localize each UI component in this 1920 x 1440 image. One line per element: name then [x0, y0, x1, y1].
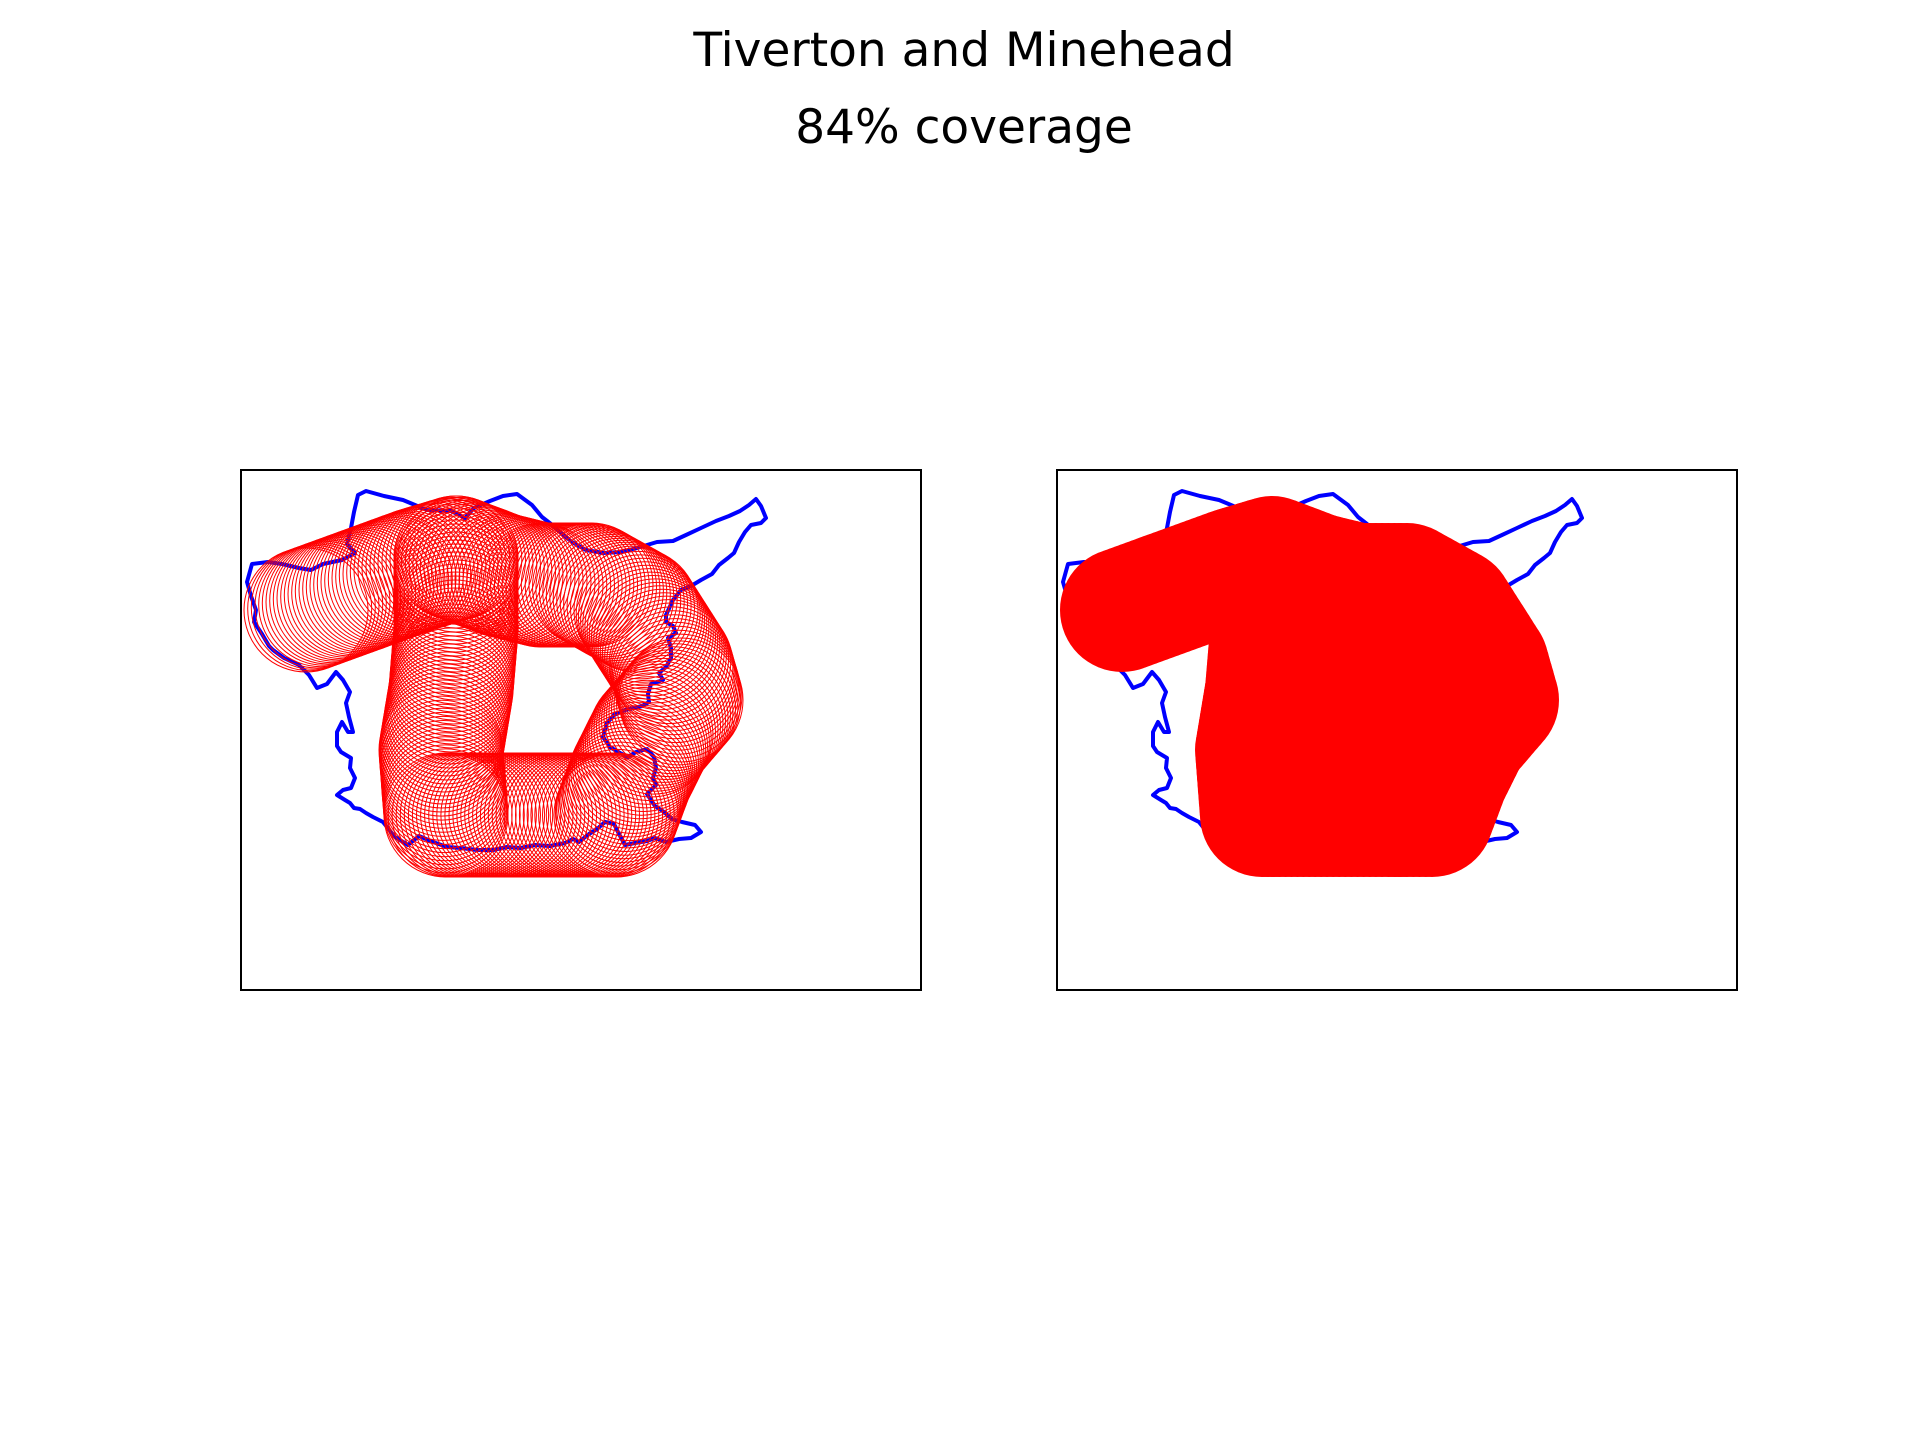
coverage-circle: [599, 588, 725, 714]
coverage-circle: [462, 518, 588, 644]
coverage-circle: [611, 646, 736, 772]
coverage-circle: [567, 716, 693, 842]
coverage-circle: [552, 536, 678, 661]
coverage-filled-area: [1060, 496, 1559, 877]
coverage-circle: [573, 547, 699, 673]
coverage-circle: [503, 752, 629, 878]
coverage-circle: [538, 528, 664, 654]
coverage-circle: [320, 519, 446, 645]
coverage-circle: [545, 532, 671, 658]
coverage-circle: [559, 539, 685, 665]
coverage-circle: [606, 599, 732, 725]
coverage-circle: [591, 575, 716, 700]
coverage-circle: [588, 672, 714, 798]
coverage-circle: [353, 507, 479, 633]
coverage-circle: [560, 734, 686, 860]
coverage-circle: [577, 554, 703, 680]
figure-subtitle: 84% coverage: [795, 100, 1133, 155]
coverage-circle: [316, 520, 442, 646]
coverage-circle: [564, 723, 690, 849]
coverage-circle: [603, 655, 729, 780]
coverage-circle-outlines: [243, 495, 744, 878]
coverage-circle: [595, 581, 721, 707]
coverage-circle: [616, 629, 742, 755]
coverage-circle: [580, 557, 706, 683]
coverage-circle: [584, 564, 710, 690]
coverage-circle: [598, 660, 724, 786]
circle-outlines-panel: [240, 469, 922, 991]
figure-title: Tiverton and Minehead: [692, 23, 1234, 78]
coverage-circle: [586, 568, 712, 694]
coverage-circle: [616, 640, 741, 766]
coverage-interior: [1257, 558, 1487, 815]
coverage-circle: [611, 614, 737, 740]
coverage-circle: [357, 506, 483, 632]
filled-coverage-panel: [1056, 469, 1738, 991]
coverage-circle: [593, 666, 719, 792]
coverage-circle: [609, 606, 735, 732]
